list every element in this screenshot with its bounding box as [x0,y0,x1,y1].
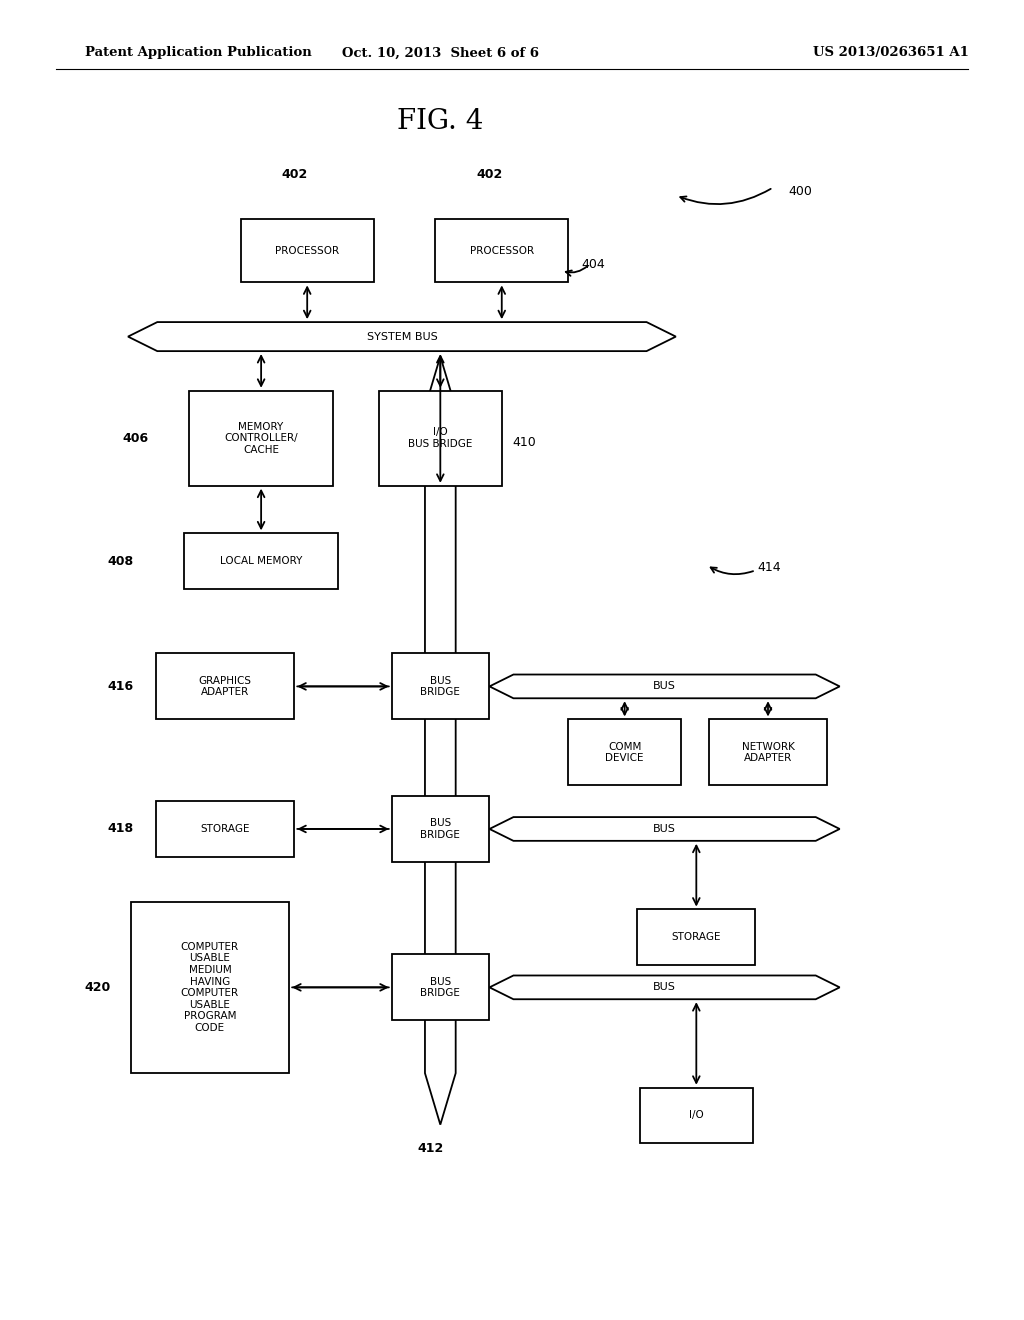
Polygon shape [128,322,676,351]
Bar [131,902,289,1073]
Text: BUS: BUS [653,681,676,692]
Text: COMPUTER
USABLE
MEDIUM
HAVING
COMPUTER
USABLE
PROGRAM
CODE: COMPUTER USABLE MEDIUM HAVING COMPUTER U… [181,941,239,1034]
Bar [184,533,338,589]
Bar [640,1088,753,1143]
Text: PROCESSOR: PROCESSOR [470,246,534,256]
Text: Oct. 10, 2013  Sheet 6 of 6: Oct. 10, 2013 Sheet 6 of 6 [342,46,539,59]
Text: 412: 412 [418,1142,444,1155]
Bar [156,653,295,719]
Bar [637,909,756,965]
Text: STORAGE: STORAGE [672,932,721,942]
Text: GRAPHICS
ADAPTER: GRAPHICS ADAPTER [199,676,252,697]
Polygon shape [489,817,840,841]
Text: BUS
BRIDGE: BUS BRIDGE [421,818,460,840]
Text: MEMORY
CONTROLLER/
CACHE: MEMORY CONTROLLER/ CACHE [224,421,298,455]
Polygon shape [489,675,840,698]
Text: 410: 410 [512,436,536,449]
Text: SYSTEM BUS: SYSTEM BUS [367,331,437,342]
Text: 402: 402 [476,168,503,181]
Text: BUS: BUS [653,824,676,834]
Bar [391,653,489,719]
Text: 414: 414 [758,561,781,574]
Text: 400: 400 [788,185,812,198]
Bar [391,954,489,1020]
Bar [435,219,568,282]
Bar [379,391,502,486]
Text: LOCAL MEMORY: LOCAL MEMORY [220,556,302,566]
Bar [391,796,489,862]
Bar [189,391,333,486]
Text: PROCESSOR: PROCESSOR [275,246,339,256]
Polygon shape [489,975,840,999]
Bar [568,719,681,785]
Text: I/O
BUS BRIDGE: I/O BUS BRIDGE [409,428,472,449]
Text: STORAGE: STORAGE [201,824,250,834]
Text: 420: 420 [84,981,111,994]
Bar [709,719,827,785]
Text: 406: 406 [123,432,150,445]
Text: BUS
BRIDGE: BUS BRIDGE [421,676,460,697]
Text: 404: 404 [582,257,605,271]
Text: 416: 416 [108,680,134,693]
Text: I/O: I/O [689,1110,703,1121]
Text: BUS: BUS [653,982,676,993]
Text: COMM
DEVICE: COMM DEVICE [605,742,644,763]
Text: FIG. 4: FIG. 4 [397,108,483,135]
Bar [241,219,374,282]
Text: 418: 418 [108,822,134,836]
Bar [156,801,295,857]
Polygon shape [425,356,456,1125]
Text: Patent Application Publication: Patent Application Publication [85,46,311,59]
Text: 408: 408 [108,554,134,568]
Text: US 2013/0263651 A1: US 2013/0263651 A1 [813,46,969,59]
Text: BUS
BRIDGE: BUS BRIDGE [421,977,460,998]
Text: NETWORK
ADAPTER: NETWORK ADAPTER [741,742,795,763]
Text: 402: 402 [282,168,308,181]
